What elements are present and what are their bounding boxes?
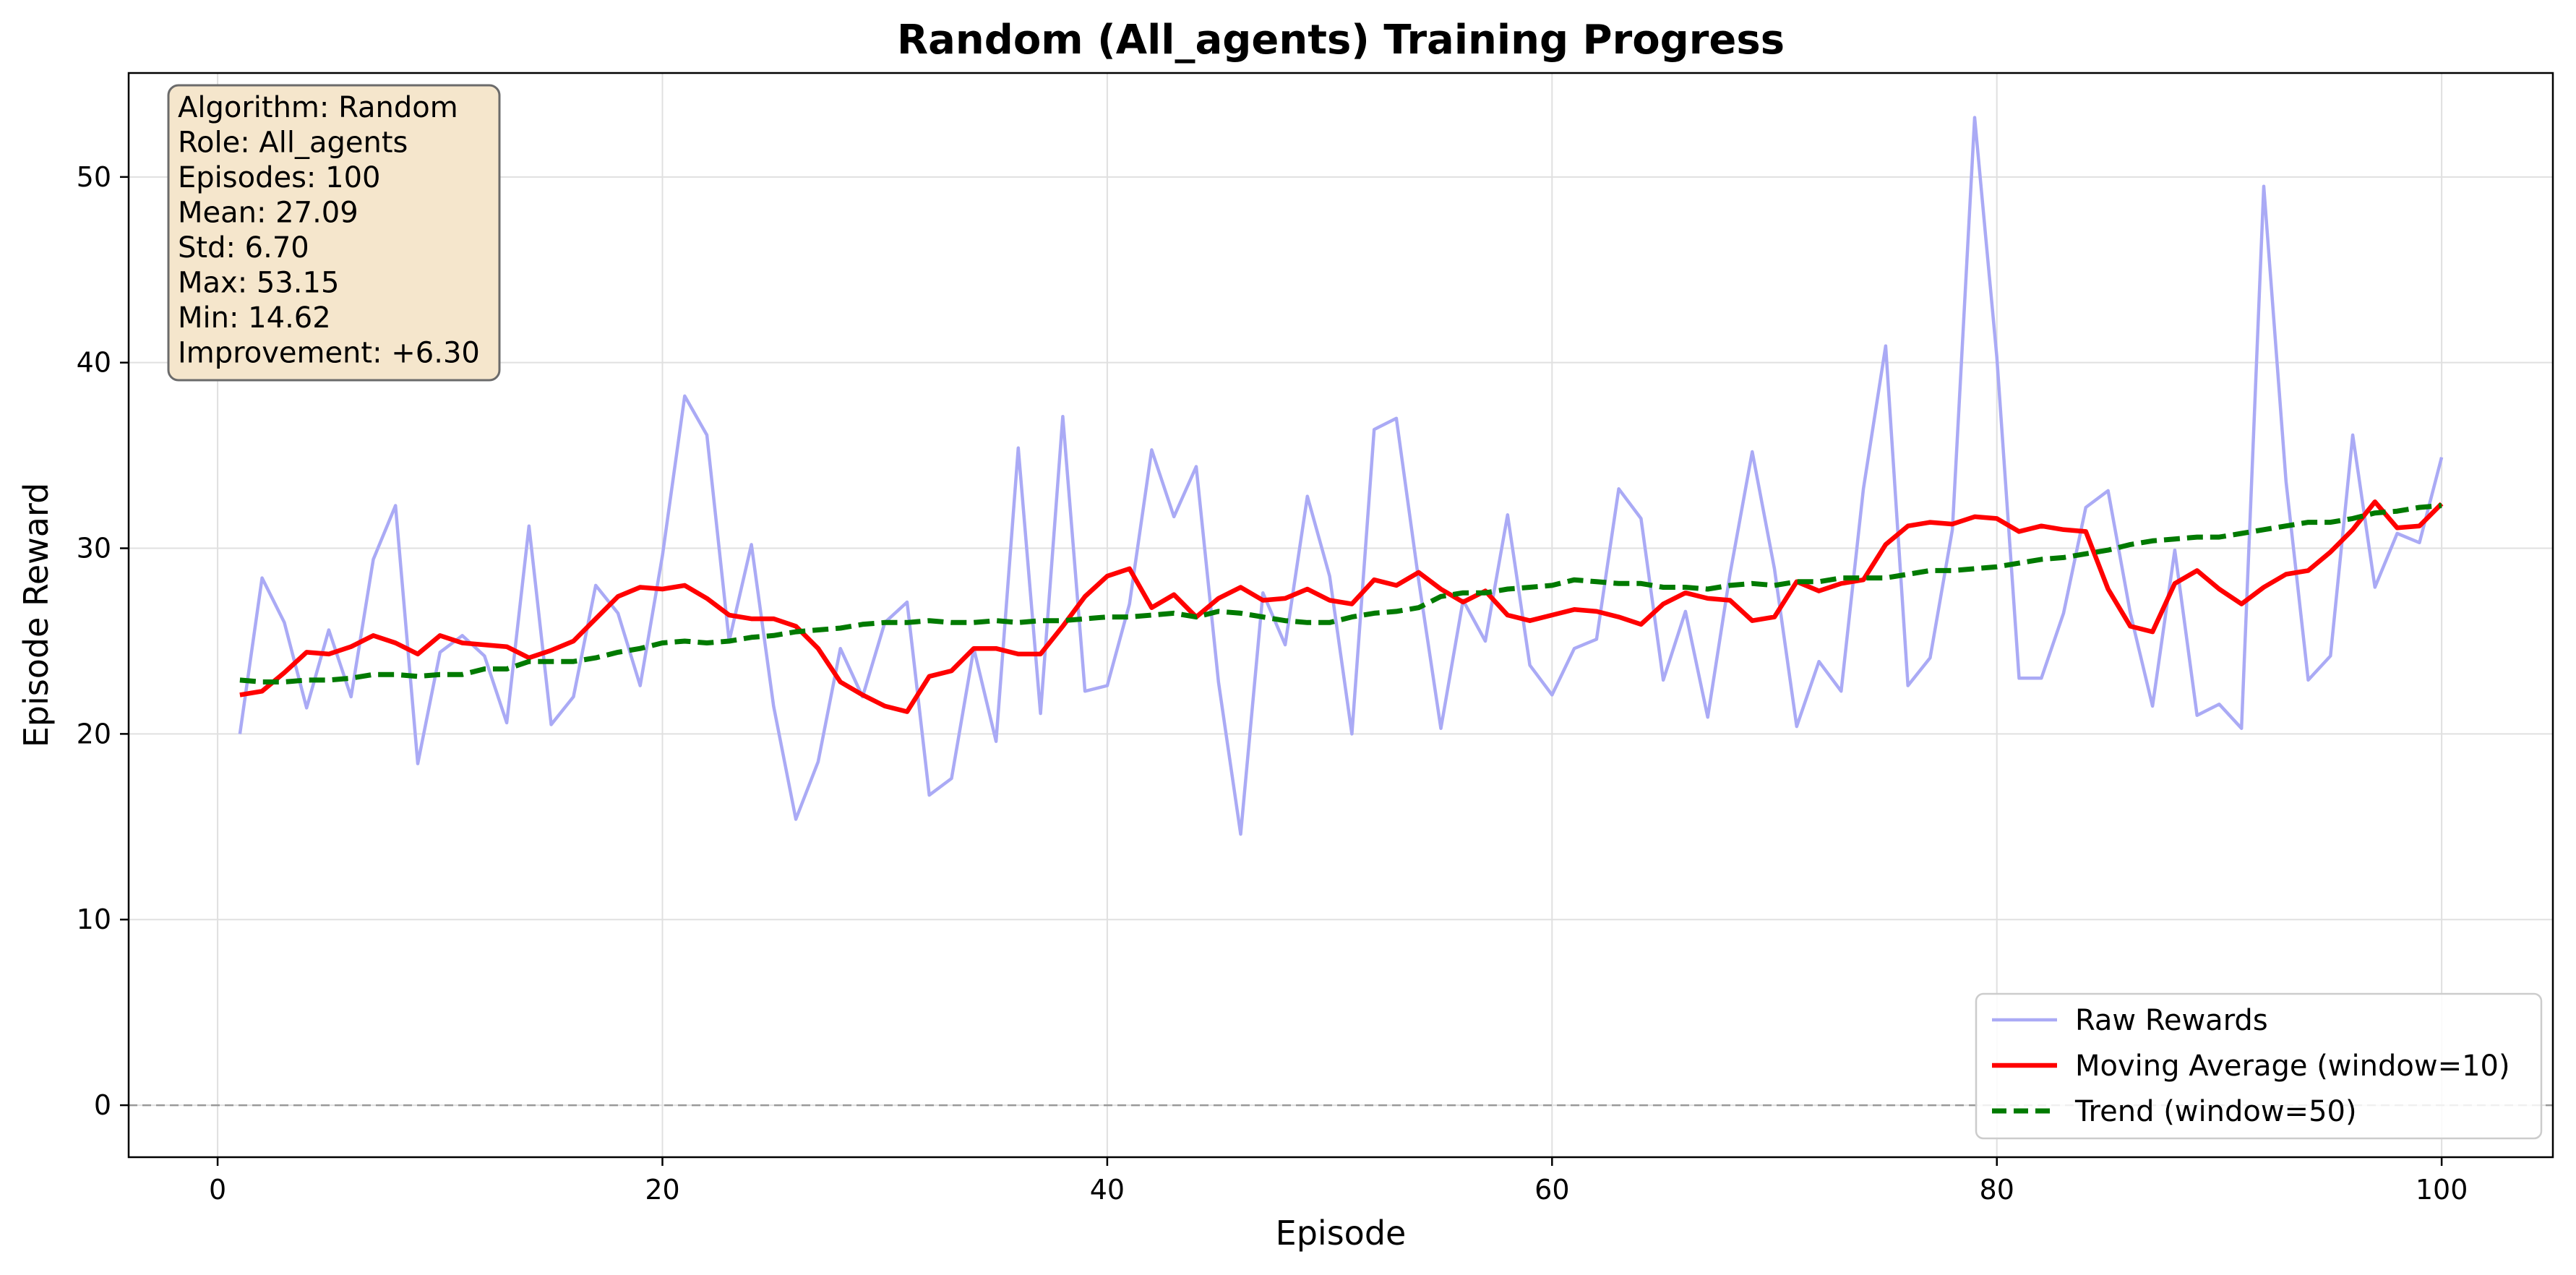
stats-line: Min: 14.62: [178, 301, 331, 335]
y-tick-label: 40: [77, 347, 111, 379]
x-tick-label: 80: [1980, 1174, 2014, 1206]
stats-line: Max: 53.15: [178, 267, 339, 300]
series-line-raw-rewards: [238, 116, 2444, 836]
legend: Raw Rewards Moving Average (window=10) Tre…: [1975, 992, 2543, 1140]
x-tick-label: 60: [1534, 1174, 1569, 1206]
stats-line: Role: All_agents: [178, 126, 408, 160]
x-tick-label: 0: [209, 1174, 226, 1206]
y-tick-label: 0: [94, 1089, 111, 1121]
x-tick-label: 40: [1090, 1174, 1125, 1206]
legend-label: Trend (window=50): [2074, 1095, 2357, 1128]
y-tick-label: 30: [77, 533, 111, 564]
stats-line: Episodes: 100: [178, 161, 380, 194]
legend-label: Moving Average (window=10): [2075, 1049, 2510, 1083]
y-tick-label: 50: [77, 161, 111, 193]
stats-line: Algorithm: Random: [178, 91, 458, 124]
series-line-trend: [239, 503, 2442, 684]
stats-line: Std: 6.70: [178, 231, 309, 265]
y-axis-ticks: 0 10 20 30 40 50: [77, 161, 129, 1121]
x-axis-ticks: 0 20 40 60 80 100: [209, 1157, 2468, 1206]
y-tick-label: 20: [77, 718, 111, 750]
y-tick-label: 10: [77, 903, 111, 935]
x-tick-label: 20: [645, 1174, 679, 1206]
series-line-moving-average: [239, 499, 2444, 714]
plot-frame: [127, 72, 2554, 1159]
legend-box: [1975, 992, 2543, 1140]
series-layer: [238, 116, 2444, 836]
x-axis-label: Episode: [1276, 1214, 1407, 1253]
chart-title: Random (All_agents) Training Progress: [897, 17, 1785, 64]
x-tick-label: 100: [2416, 1174, 2468, 1206]
stats-line: Improvement: +6.30: [178, 337, 480, 370]
stats-line: Mean: 27.09: [178, 197, 359, 230]
y-axis-label: Episode Reward: [17, 483, 56, 748]
stats-box-background: [167, 84, 501, 382]
legend-label: Raw Rewards: [2075, 1004, 2268, 1037]
